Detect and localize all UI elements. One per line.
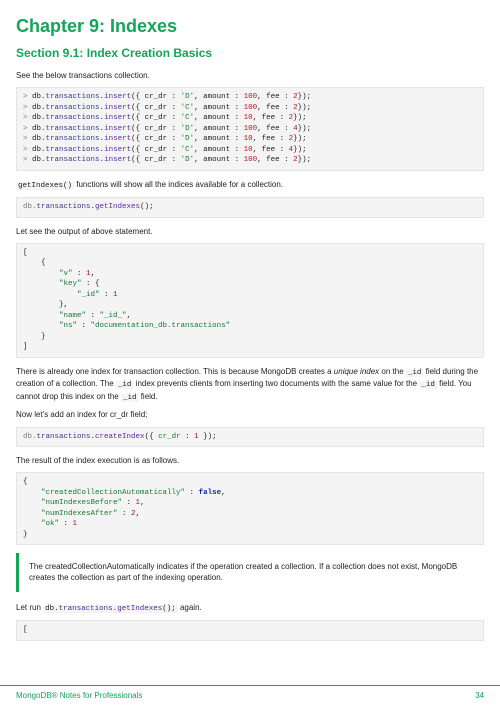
page-footer: MongoDB® Notes for Professionals 34	[0, 685, 500, 707]
let-see-text: Let see the output of above statement.	[16, 226, 484, 237]
result-block: { "createdCollectionAutomatically" : fal…	[16, 472, 484, 545]
get-indexes-code: db.transactions.getIndexes();	[16, 197, 484, 218]
intro-text: See the below transactions collection.	[16, 70, 484, 81]
unique-index-para: There is already one index for transacti…	[16, 366, 484, 404]
footer-left: MongoDB® Notes for Professionals	[16, 690, 142, 701]
create-index-code: db.transactions.createIndex({ cr_dr : 1 …	[16, 427, 484, 448]
section-title: Section 9.1: Index Creation Basics	[16, 45, 484, 62]
footer-right: 34	[475, 690, 484, 701]
let-run-para: Let run db.transactions.getIndexes(); ag…	[16, 602, 484, 615]
get-indexes-para: getIndexes() functions will show all the…	[16, 179, 484, 192]
insert-code-block: > db.transactions.insert({ cr_dr : 'D', …	[16, 87, 484, 171]
chapter-title: Chapter 9: Indexes	[16, 14, 484, 39]
last-block: [	[16, 620, 484, 641]
callout-box: The createdCollectionAutomatically indic…	[16, 553, 484, 591]
callout-text: The createdCollectionAutomatically indic…	[29, 562, 457, 582]
result-para: The result of the index execution is as …	[16, 455, 484, 466]
output-block: [ { "v" : 1, "key" : { "_id" : 1 }, "nam…	[16, 243, 484, 358]
now-add-text: Now let's add an index for cr_dr field;	[16, 409, 484, 420]
